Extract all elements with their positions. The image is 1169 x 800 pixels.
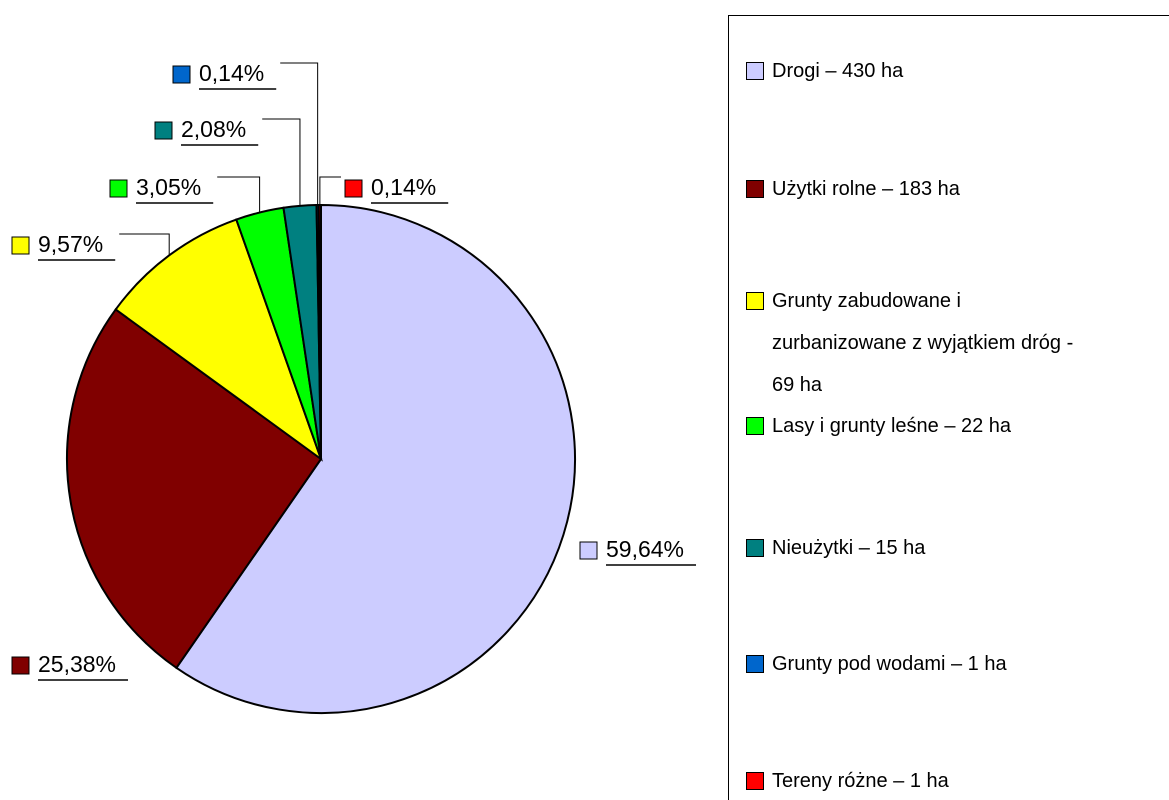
pie-slice xyxy=(174,203,576,714)
pie-slice xyxy=(114,218,324,462)
legend-swatch xyxy=(746,417,764,435)
legend-box xyxy=(728,15,1169,800)
leader-line xyxy=(319,176,341,206)
legend-label: Grunty zabudowane i zurbanizowane z wyją… xyxy=(772,290,1074,396)
legend-label: Nieużytki – 15 ha xyxy=(772,537,926,559)
legend-swatch xyxy=(746,655,764,673)
label-swatch xyxy=(11,236,30,255)
legend-swatch xyxy=(746,539,764,557)
label-swatch xyxy=(154,121,173,140)
pie-slice xyxy=(66,308,323,670)
legend-label: Użytki rolne – 183 ha xyxy=(772,178,960,200)
label-swatch xyxy=(579,541,598,560)
legend-item: Użytki rolne – 183 ha xyxy=(746,168,1136,210)
legend-label: Tereny różne – 1 ha xyxy=(772,770,949,792)
legend-label: Grunty pod wodami – 1 ha xyxy=(772,653,1007,675)
legend-swatch xyxy=(746,62,764,80)
slice-label: 3,05% xyxy=(136,174,201,200)
legend-label: Drogi – 430 ha xyxy=(772,60,904,82)
legend-item: Nieużytki – 15 ha xyxy=(746,527,1136,569)
legend-item: Grunty zabudowane i zurbanizowane z wyją… xyxy=(746,280,1086,406)
legend-item: Lasy i grunty leśne – 22 ha xyxy=(746,405,1136,447)
legend-swatch xyxy=(746,292,764,310)
legend-swatch xyxy=(746,180,764,198)
leader-line xyxy=(280,62,319,206)
leader-line xyxy=(217,176,261,213)
label-swatch xyxy=(109,179,128,198)
legend-swatch xyxy=(746,772,764,790)
label-swatch xyxy=(172,65,191,84)
pie-slice xyxy=(317,203,322,460)
label-swatch xyxy=(11,656,30,675)
slice-label: 0,14% xyxy=(371,174,436,200)
slice-label: 59,64% xyxy=(606,536,684,562)
slice-label: 2,08% xyxy=(181,116,246,142)
leader-line xyxy=(262,118,301,206)
legend-label: Lasy i grunty leśne – 22 ha xyxy=(772,415,1012,437)
slice-label: 9,57% xyxy=(38,231,103,257)
leader-line xyxy=(119,233,170,256)
label-swatch xyxy=(344,179,363,198)
slice-label: 0,14% xyxy=(199,60,264,86)
legend-item: Grunty pod wodami – 1 ha xyxy=(746,643,1136,685)
legend-item: Tereny różne – 1 ha xyxy=(746,760,1136,800)
slice-label: 25,38% xyxy=(38,651,116,677)
legend-item: Drogi – 430 ha xyxy=(746,50,1136,92)
